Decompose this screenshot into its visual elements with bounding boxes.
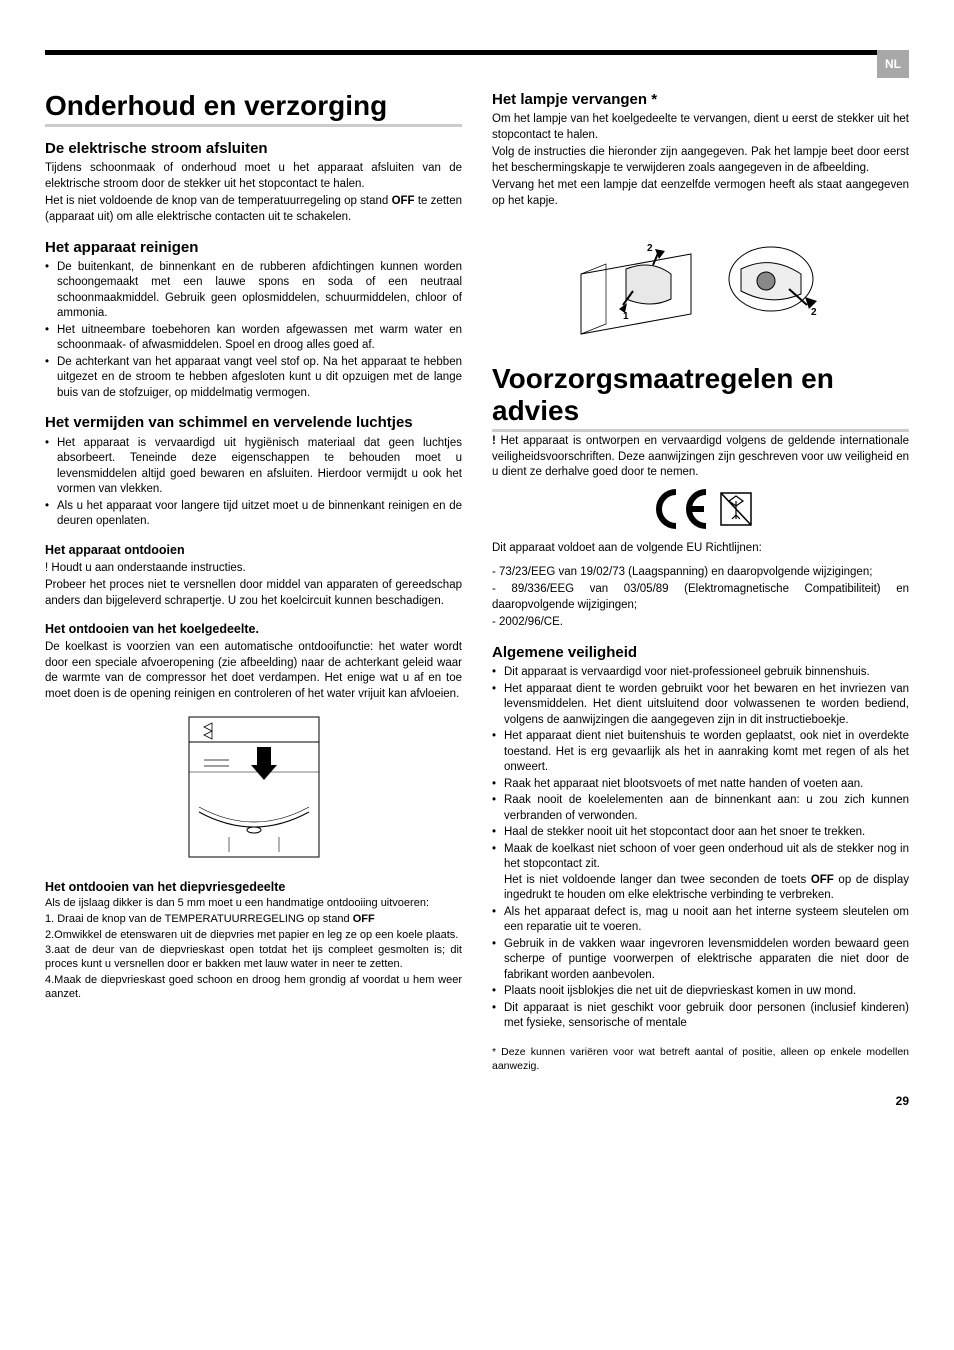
body-text: Volg de instructies die hieronder zijn a… (492, 145, 909, 176)
bullet-list: De buitenkant, de binnenkant en de rubbe… (45, 260, 462, 402)
body-text: De koelkast is voorzien van een automati… (45, 640, 462, 702)
heading: Het apparaat reinigen (45, 238, 462, 258)
condensed-block: Het ontdooien van het diepvriesgedeelte … (45, 880, 462, 1002)
list-item: Als het apparaat defect is, mag u nooit … (492, 905, 909, 936)
list-item: Dit apparaat is niet geschikt voor gebru… (492, 1001, 909, 1032)
lamp-diagram-svg: 1 2 2 (571, 219, 831, 339)
subheading: Het apparaat ontdooien (45, 542, 462, 559)
off-label: OFF (811, 874, 834, 886)
top-rule (45, 50, 909, 55)
off-label: OFF (392, 195, 415, 207)
body-text: ! Houdt u aan onderstaande instructies. (45, 561, 462, 577)
body-text: - 73/23/EEG van 19/02/73 (Laagspanning) … (492, 565, 909, 581)
ce-mark-svg (646, 487, 756, 532)
body-text: 2.Omwikkel de etenswaren uit de diepvrie… (45, 929, 462, 943)
subheading: Het ontdooien van het diepvriesgedeelte (45, 880, 462, 896)
body-text: Tijdens schoonmaak of onderhoud moet u h… (45, 161, 462, 192)
list-item: Het apparaat is vervaardigd uit hygiënis… (45, 436, 462, 498)
list-item: Het apparaat dient te worden gebruikt vo… (492, 682, 909, 729)
list-item: Het uitneembare toebehoren kan worden af… (45, 323, 462, 354)
sub-text: Het is niet voldoende langer dan twee se… (504, 873, 909, 904)
bullet-list: Dit apparaat is vervaardigd voor niet-pr… (492, 665, 909, 1032)
list-item: Maak de koelkast niet schoon of voer gee… (492, 842, 909, 904)
body-text: - 89/336/EEG van 03/05/89 (Elektromagnet… (492, 582, 909, 613)
heading: Algemene veiligheid (492, 643, 909, 663)
svg-text:1: 1 (623, 311, 629, 322)
section-title: Onderhoud en verzorging (45, 90, 462, 127)
right-column: Het lampje vervangen * Om het lampje van… (492, 90, 909, 1075)
list-item: Raak nooit de koelelementen aan de binne… (492, 793, 909, 824)
text-span: 1. Draai de knop van de TEMPERATUURREGEL… (45, 913, 353, 925)
list-item: Dit apparaat is vervaardigd voor niet-pr… (492, 665, 909, 681)
heading: Het vermijden van schimmel en vervelende… (45, 413, 462, 433)
off-label: OFF (353, 913, 375, 925)
text-span: Het apparaat is ontworpen en vervaardigd… (492, 435, 909, 478)
bullet-list: Het apparaat is vervaardigd uit hygiënis… (45, 436, 462, 530)
language-tab: NL (877, 50, 909, 78)
page: NL Onderhoud en verzorging De elektrisch… (45, 50, 909, 1109)
text-span: Maak de koelkast niet schoon of voer gee… (504, 843, 909, 871)
list-item: Als u het apparaat voor langere tijd uit… (45, 499, 462, 530)
body-text: 1. Draai de knop van de TEMPERATUURREGEL… (45, 913, 462, 927)
svg-text:2: 2 (811, 307, 817, 318)
drain-diagram-svg (169, 712, 339, 862)
body-text: - 2002/96/CE. (492, 615, 909, 631)
left-column: Onderhoud en verzorging De elektrische s… (45, 90, 462, 1075)
body-text: 4.Maak de diepvrieskast goed schoon en d… (45, 974, 462, 1002)
body-text: Dit apparaat voldoet aan de volgende EU … (492, 541, 909, 557)
body-text: Als de ijslaag dikker is dan 5 mm moet u… (45, 897, 462, 911)
body-text: Het is niet voldoende de knop van de tem… (45, 194, 462, 225)
text-span: Het is niet voldoende de knop van de tem… (45, 195, 392, 207)
list-item: Gebruik in de vakken waar ingevroren lev… (492, 937, 909, 984)
body-text: Probeer het proces niet te versnellen do… (45, 578, 462, 609)
heading: Het lampje vervangen * (492, 90, 909, 110)
body-text: Om het lampje van het koelgedeelte te ve… (492, 112, 909, 143)
lamp-figure: 1 2 2 (492, 219, 909, 345)
subheading: Het ontdooien van het koelgedeelte. (45, 621, 462, 638)
drain-figure (45, 712, 462, 868)
body-text: Vervang het met een lampje dat eenzelfde… (492, 178, 909, 209)
list-item: Het apparaat dient niet buitenshuis te w… (492, 729, 909, 776)
list-item: De buitenkant, de binnenkant en de rubbe… (45, 260, 462, 322)
list-item: Plaats nooit ijsblokjes die net uit de d… (492, 984, 909, 1000)
svg-text:2: 2 (647, 243, 653, 254)
heading: De elektrische stroom afsluiten (45, 139, 462, 159)
footnote: * Deze kunnen variëren voor wat betreft … (492, 1046, 909, 1073)
body-text: 3.aat de deur van de diepvrieskast open … (45, 944, 462, 972)
columns: Onderhoud en verzorging De elektrische s… (45, 90, 909, 1075)
section-title: Voorzorgsmaatregelen en advies (492, 363, 909, 432)
text-span: Het is niet voldoende langer dan twee se… (504, 874, 811, 886)
page-number: 29 (45, 1093, 909, 1109)
list-item: Raak het apparaat niet blootsvoets of me… (492, 777, 909, 793)
list-item: Haal de stekker nooit uit het stopcontac… (492, 825, 909, 841)
ce-mark (492, 487, 909, 538)
list-item: De achterkant van het apparaat vangt vee… (45, 355, 462, 402)
body-text: ! Het apparaat is ontworpen en vervaardi… (492, 434, 909, 481)
